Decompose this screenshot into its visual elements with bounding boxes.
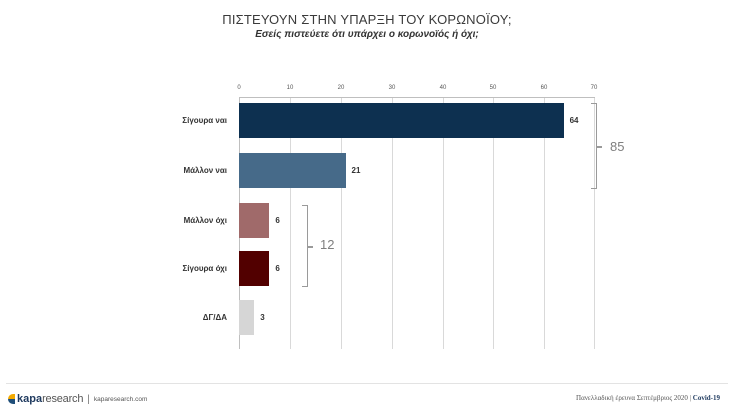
bracket-yes-total: [591, 103, 602, 189]
bar: [239, 251, 270, 286]
value-label: 3: [260, 313, 265, 322]
chart-title: ΠΙΣΤΕΥΟΥΝ ΣΤΗΝ ΥΠΑΡΞΗ ΤΟΥ ΚΟΡΩΝΟΪΟΥ;: [222, 12, 512, 27]
value-label: 6: [275, 264, 280, 273]
x-tick: 40: [439, 85, 447, 91]
logo-text-bold: kapa: [17, 393, 43, 405]
gridline: [544, 97, 545, 349]
topic-text: Covid-19: [692, 394, 720, 402]
x-tick: 20: [337, 85, 345, 91]
bracket-no-total: [302, 205, 313, 287]
gridline: [341, 97, 342, 349]
gridline: [290, 97, 291, 349]
footer-divider: [6, 383, 728, 384]
x-tick: 70: [590, 85, 598, 91]
bar: [239, 153, 346, 188]
gridline: [443, 97, 444, 349]
value-label: 6: [275, 216, 280, 225]
x-tick: 30: [388, 85, 396, 91]
bracket-label-yes-total: 85: [610, 139, 625, 154]
bar: [239, 103, 564, 138]
gridline: [594, 97, 595, 349]
category-label: Σίγουρα ναι: [182, 116, 227, 125]
brand-logo: kapa research | kaparesearch.com: [8, 393, 147, 405]
x-tick: 60: [540, 85, 548, 91]
bracket-label-no-total: 12: [320, 237, 335, 252]
survey-text: Πανελλαδική έρευνα Σεπτέμβριος 2020 |: [576, 394, 693, 402]
gridline: [392, 97, 393, 349]
category-label: ΔΓ/ΔΑ: [202, 313, 227, 322]
category-label: Μάλλον όχι: [183, 216, 227, 225]
category-label: Σίγουρα όχι: [182, 264, 227, 273]
logo-separator: |: [87, 393, 90, 405]
x-tick: 0: [237, 85, 241, 91]
logo-text-light: research: [42, 393, 84, 405]
plot-area: 0 10 20 30 40 50 60 70 64 21 6 6 3: [237, 85, 597, 349]
x-tick: 10: [286, 85, 294, 91]
value-label: 64: [569, 116, 579, 125]
bracket-nub: [308, 246, 313, 248]
logo-mark-icon: [8, 394, 15, 404]
bracket-nub: [597, 146, 602, 148]
bar: [239, 203, 270, 238]
chart-subtitle: Εσείς πιστεύετε ότι υπάρχει ο κορωνοϊός …: [255, 29, 479, 40]
website-link[interactable]: kaparesearch.com: [93, 395, 148, 403]
x-axis: [239, 97, 595, 98]
gridline: [493, 97, 494, 349]
x-tick: 50: [489, 85, 497, 91]
survey-info: Πανελλαδική έρευνα Σεπτέμβριος 2020 | Co…: [576, 394, 720, 402]
value-label: 21: [351, 166, 361, 175]
category-label: Μάλλον ναι: [183, 166, 227, 175]
bar: [239, 300, 255, 335]
